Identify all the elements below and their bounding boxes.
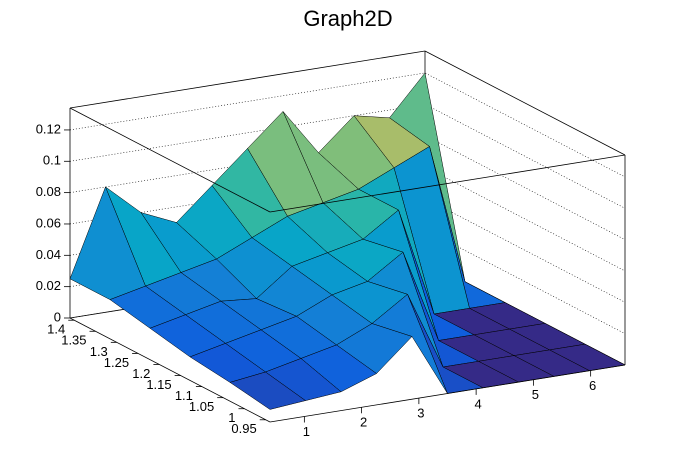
y-tick-label: 1.4 [47, 322, 65, 337]
z-tick-label: 0.08 [36, 184, 61, 199]
y-tick-label: 1.1 [175, 388, 193, 403]
y-tick-label: 0.95 [231, 421, 256, 436]
chart-title: Graph2D [303, 6, 392, 31]
x-tick-label: 2 [360, 415, 367, 430]
y-tick-label: 1.05 [189, 399, 214, 414]
box-edge [269, 154, 626, 213]
z-tick-label: 0.02 [36, 278, 61, 293]
z-tick-label: 0 [54, 309, 61, 324]
z-tick-label: 0.06 [36, 215, 61, 230]
y-tick-label: 1.25 [104, 355, 129, 370]
box-edge [424, 50, 626, 156]
y-tick-label: 1.15 [146, 377, 171, 392]
y-tick-label: 1.35 [61, 333, 86, 348]
z-tick-label: 0.1 [43, 153, 61, 168]
y-tick-label: 1.3 [90, 344, 108, 359]
x-tick-label: 5 [532, 387, 539, 402]
x-tick-label: 6 [589, 378, 596, 393]
x-tick-label: 3 [417, 406, 424, 421]
z-tick-label: 0.12 [36, 121, 61, 136]
y-axis [69, 317, 271, 423]
y-tick-label: 1.2 [132, 366, 150, 381]
x-axis [269, 364, 626, 423]
z-tick-label: 0.04 [36, 247, 61, 262]
surface-cell [229, 371, 307, 410]
x-tick-label: 4 [475, 396, 482, 411]
box-edge [69, 107, 271, 213]
box-edge [69, 50, 426, 109]
y-tick-label: 1 [228, 410, 235, 425]
x-tick-label: 1 [303, 424, 310, 439]
